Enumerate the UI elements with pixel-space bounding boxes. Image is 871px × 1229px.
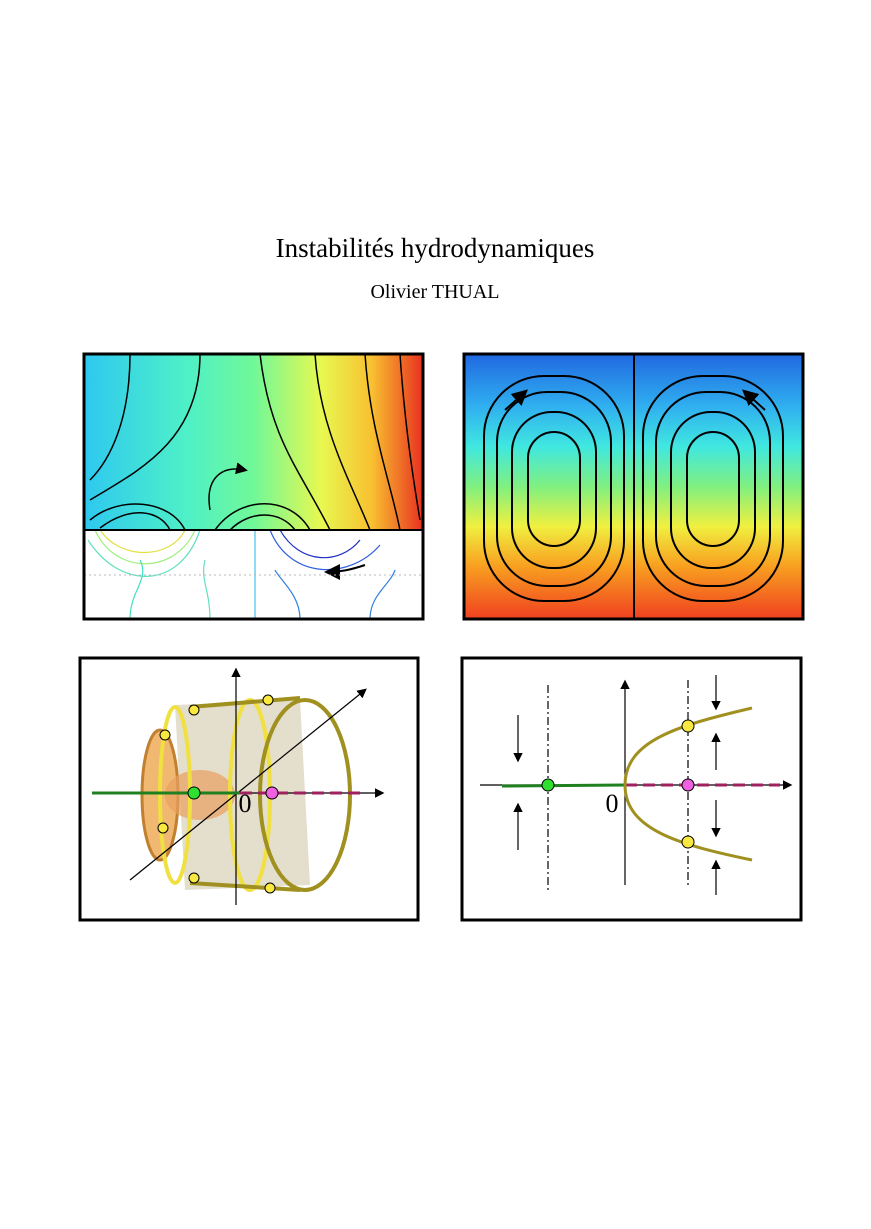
shape: [189, 696, 301, 892]
shape: [686, 431, 740, 547]
shape: [483, 354, 784, 619]
shape: [324, 563, 366, 580]
origin-label: 0: [239, 789, 252, 818]
shape: [175, 700, 310, 890]
shape: [460, 656, 803, 922]
shape: [188, 872, 200, 884]
shape: [483, 375, 625, 602]
shape: [229, 514, 296, 531]
shape: [399, 353, 421, 521]
shape: [265, 786, 279, 800]
shape: [279, 529, 361, 559]
shape: [527, 431, 581, 547]
shape: [681, 835, 695, 849]
shape: [462, 352, 805, 621]
shape: [681, 778, 695, 792]
shape: [157, 694, 276, 894]
shape: [214, 503, 311, 531]
panel-bottom-right: 0: [460, 656, 803, 922]
author: Olivier THUAL: [370, 281, 499, 303]
shape: [89, 353, 201, 501]
shape: [501, 783, 626, 788]
shape: [208, 462, 248, 511]
shape: [89, 353, 421, 531]
shape: [259, 353, 331, 531]
shape: [82, 352, 425, 621]
shape: [364, 353, 401, 531]
shape: [87, 529, 201, 577]
shape: [84, 354, 423, 530]
shape: [655, 391, 771, 587]
shape: [642, 375, 784, 602]
shape: [89, 503, 186, 531]
panel-top-left: [82, 352, 425, 621]
shape: [258, 698, 352, 892]
shape: [496, 391, 612, 587]
title: Instabilités hydrodynamiques: [276, 233, 595, 263]
shape: [157, 822, 169, 834]
shape: [187, 786, 201, 800]
shape: [159, 729, 171, 741]
shape: [369, 569, 396, 620]
shape: [504, 389, 528, 411]
shape: [264, 882, 276, 894]
shape: [129, 559, 144, 620]
shape: [99, 529, 186, 553]
shape: [188, 704, 200, 716]
shape: [681, 719, 695, 733]
origin-label: 0: [606, 789, 619, 818]
shape: [87, 529, 396, 620]
shape: [269, 529, 381, 571]
shape: [99, 512, 171, 531]
panel-top-right: [462, 352, 805, 621]
shape: [129, 688, 367, 881]
shape: [511, 411, 597, 569]
shape: [742, 389, 766, 411]
shape: [94, 529, 196, 565]
shape: [314, 353, 371, 531]
shape: [670, 411, 756, 569]
shape: [203, 559, 211, 620]
shape: [541, 778, 555, 792]
shape: [89, 353, 131, 481]
shape: [274, 569, 301, 620]
panel-bottom-left: 0: [78, 656, 420, 922]
shape: [262, 694, 274, 706]
